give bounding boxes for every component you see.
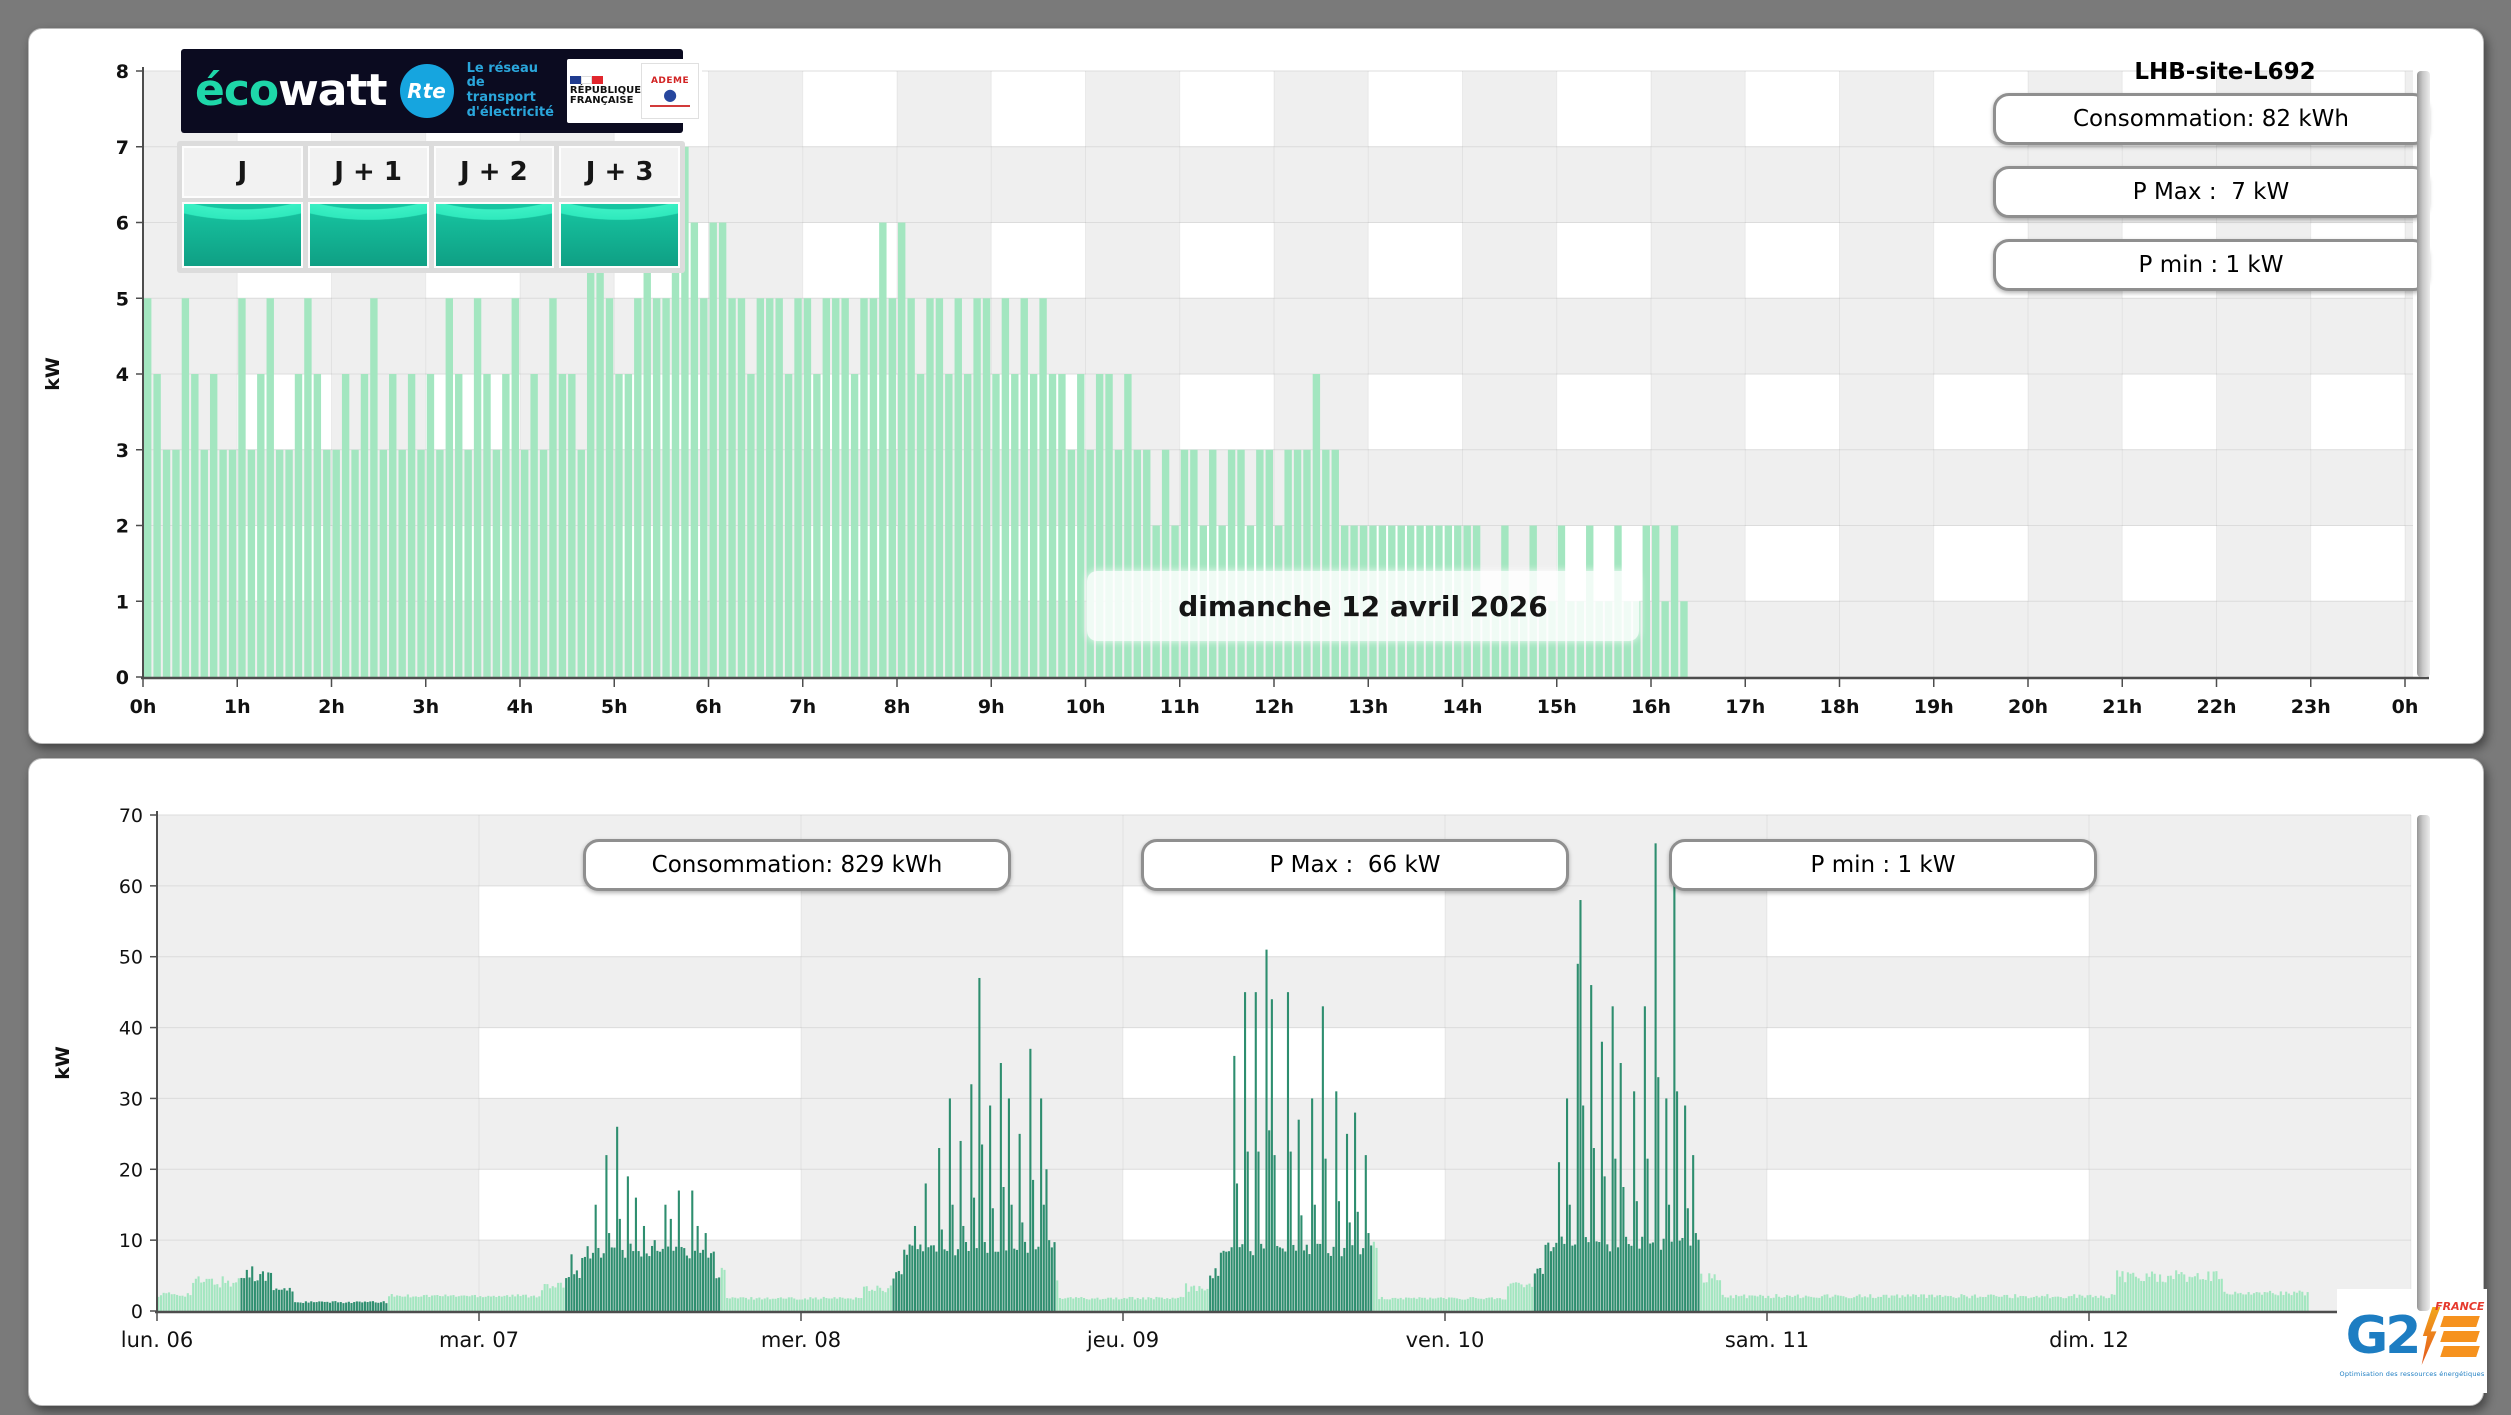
- svg-text:8: 8: [116, 61, 129, 83]
- svg-text:0h: 0h: [2392, 696, 2419, 718]
- svg-text:22h: 22h: [2197, 696, 2237, 718]
- site-title: LHB-site-L692: [2134, 59, 2316, 85]
- svg-text:0h: 0h: [130, 696, 157, 718]
- svg-text:23h: 23h: [2291, 696, 2331, 718]
- svg-text:30: 30: [119, 1088, 143, 1110]
- svg-text:1: 1: [116, 591, 129, 613]
- stat-weekly-pmax: P Max : 66 kW: [1141, 839, 1569, 891]
- svg-text:11h: 11h: [1160, 696, 1200, 718]
- svg-text:1h: 1h: [224, 696, 251, 718]
- svg-text:50: 50: [119, 947, 143, 969]
- daily-chart-axes: 0 1 2 3 4 5 6 7 8 0h 1h 2h 3h 4h 5h 6h 7h 8h 9h 10h 11h 12h 13…: [42, 61, 2429, 718]
- weekly-chart-bars: [157, 843, 2309, 1311]
- svg-text:21h: 21h: [2102, 696, 2142, 718]
- tab-j[interactable]: J: [182, 146, 303, 268]
- ademe-globe-icon: ●: [663, 84, 678, 104]
- svg-text:5h: 5h: [601, 696, 628, 718]
- svg-text:mar. 07: mar. 07: [439, 1328, 519, 1352]
- svg-text:19h: 19h: [1914, 696, 1954, 718]
- day-selector-tabs: J J + 1 J + 2 J + 3: [177, 141, 685, 273]
- ecowatt-logo: écowatt Rte Le réseau de transport d'éle…: [181, 49, 703, 133]
- svg-text:60: 60: [119, 876, 143, 898]
- stat-weekly-consumption: Consommation: 829 kWh: [583, 839, 1011, 891]
- svg-text:0: 0: [131, 1301, 143, 1323]
- svg-text:20h: 20h: [2008, 696, 2048, 718]
- svg-text:5: 5: [116, 288, 129, 310]
- svg-text:7: 7: [116, 137, 129, 159]
- date-label: dimanche 12 avril 2026: [1087, 571, 1639, 641]
- svg-text:ven. 10: ven. 10: [1406, 1328, 1485, 1352]
- svg-text:2: 2: [116, 516, 129, 538]
- svg-text:2h: 2h: [318, 696, 345, 718]
- republique-francaise-ademe-badge: RÉPUBLIQUE FRANÇAISE ADEME ●: [566, 59, 703, 123]
- weekly-chart-axes: 0 10 20 30 40 50 60 70 lun. 06 mar. 07 mer. 08 jeu.…: [52, 805, 2427, 1352]
- svg-text:18h: 18h: [1820, 696, 1860, 718]
- svg-text:3h: 3h: [412, 696, 439, 718]
- lightning-bolt-icon: [2421, 1307, 2441, 1365]
- french-flag-icon: [569, 75, 603, 84]
- g2e-e-glyph: [2440, 1315, 2481, 1357]
- svg-text:70: 70: [119, 805, 143, 827]
- chart-scrollbar[interactable]: [2417, 815, 2430, 1311]
- daily-chart-bars: [144, 146, 1688, 677]
- svg-text:0: 0: [116, 667, 129, 689]
- svg-text:8h: 8h: [884, 696, 911, 718]
- svg-text:14h: 14h: [1443, 696, 1483, 718]
- svg-text:12h: 12h: [1254, 696, 1294, 718]
- svg-text:9h: 9h: [978, 696, 1005, 718]
- svg-text:jeu. 09: jeu. 09: [1086, 1328, 1159, 1352]
- svg-text:kW: kW: [52, 1046, 74, 1080]
- svg-text:mer. 08: mer. 08: [761, 1328, 841, 1352]
- ecowatt-forecast-icon: [307, 202, 429, 268]
- daily-chart-panel: 0 1 2 3 4 5 6 7 8 0h 1h 2h 3h 4h 5h 6h 7h 8h 9h 10h 11h 12h 13…: [28, 28, 2484, 744]
- svg-text:40: 40: [119, 1018, 143, 1040]
- svg-text:20: 20: [119, 1159, 143, 1181]
- ecowatt-forecast-icon: [182, 202, 303, 268]
- chart-scrollbar[interactable]: [2417, 71, 2430, 677]
- tab-j-plus-2[interactable]: J + 2: [433, 146, 555, 268]
- stat-daily-consumption: Consommation: 82 kWh: [1993, 93, 2429, 145]
- ecowatt-wordmark: écowatt: [195, 65, 388, 116]
- svg-text:3: 3: [116, 440, 129, 462]
- svg-text:15h: 15h: [1537, 696, 1577, 718]
- republique-francaise-mark: RÉPUBLIQUE FRANÇAISE: [569, 75, 641, 107]
- svg-text:10h: 10h: [1066, 696, 1106, 718]
- svg-text:lun. 06: lun. 06: [121, 1328, 194, 1352]
- ademe-logo: ADEME ●: [641, 63, 700, 119]
- svg-text:16h: 16h: [1631, 696, 1671, 718]
- svg-text:6h: 6h: [695, 696, 722, 718]
- rte-logo-icon: Rte: [399, 64, 454, 118]
- svg-text:dim. 12: dim. 12: [2049, 1328, 2129, 1352]
- weekly-chart-panel: 0 10 20 30 40 50 60 70 lun. 06 mar. 07 mer. 08 jeu.…: [28, 758, 2487, 1406]
- svg-text:sam. 11: sam. 11: [1725, 1328, 1809, 1352]
- tab-j-plus-3[interactable]: J + 3: [559, 146, 680, 268]
- svg-text:6: 6: [116, 213, 129, 235]
- rte-tagline: Le réseau de transport d'électricité: [466, 60, 554, 120]
- stat-weekly-pmin: P min : 1 kW: [1669, 839, 2097, 891]
- svg-text:7h: 7h: [789, 696, 816, 718]
- svg-text:17h: 17h: [1725, 696, 1765, 718]
- g2e-logo: G2 FRANCE Optimisation des ressources én…: [2337, 1289, 2487, 1393]
- svg-text:4h: 4h: [507, 696, 534, 718]
- svg-text:13h: 13h: [1348, 696, 1388, 718]
- stat-daily-pmax: P Max : 7 kW: [1993, 166, 2429, 218]
- ecowatt-forecast-icon: [559, 202, 680, 268]
- svg-text:kW: kW: [42, 357, 64, 391]
- svg-text:4: 4: [116, 364, 129, 386]
- tab-j-plus-1[interactable]: J + 1: [307, 146, 429, 268]
- stat-daily-pmin: P min : 1 kW: [1993, 239, 2429, 291]
- svg-text:10: 10: [119, 1230, 143, 1252]
- ecowatt-forecast-icon: [433, 202, 555, 268]
